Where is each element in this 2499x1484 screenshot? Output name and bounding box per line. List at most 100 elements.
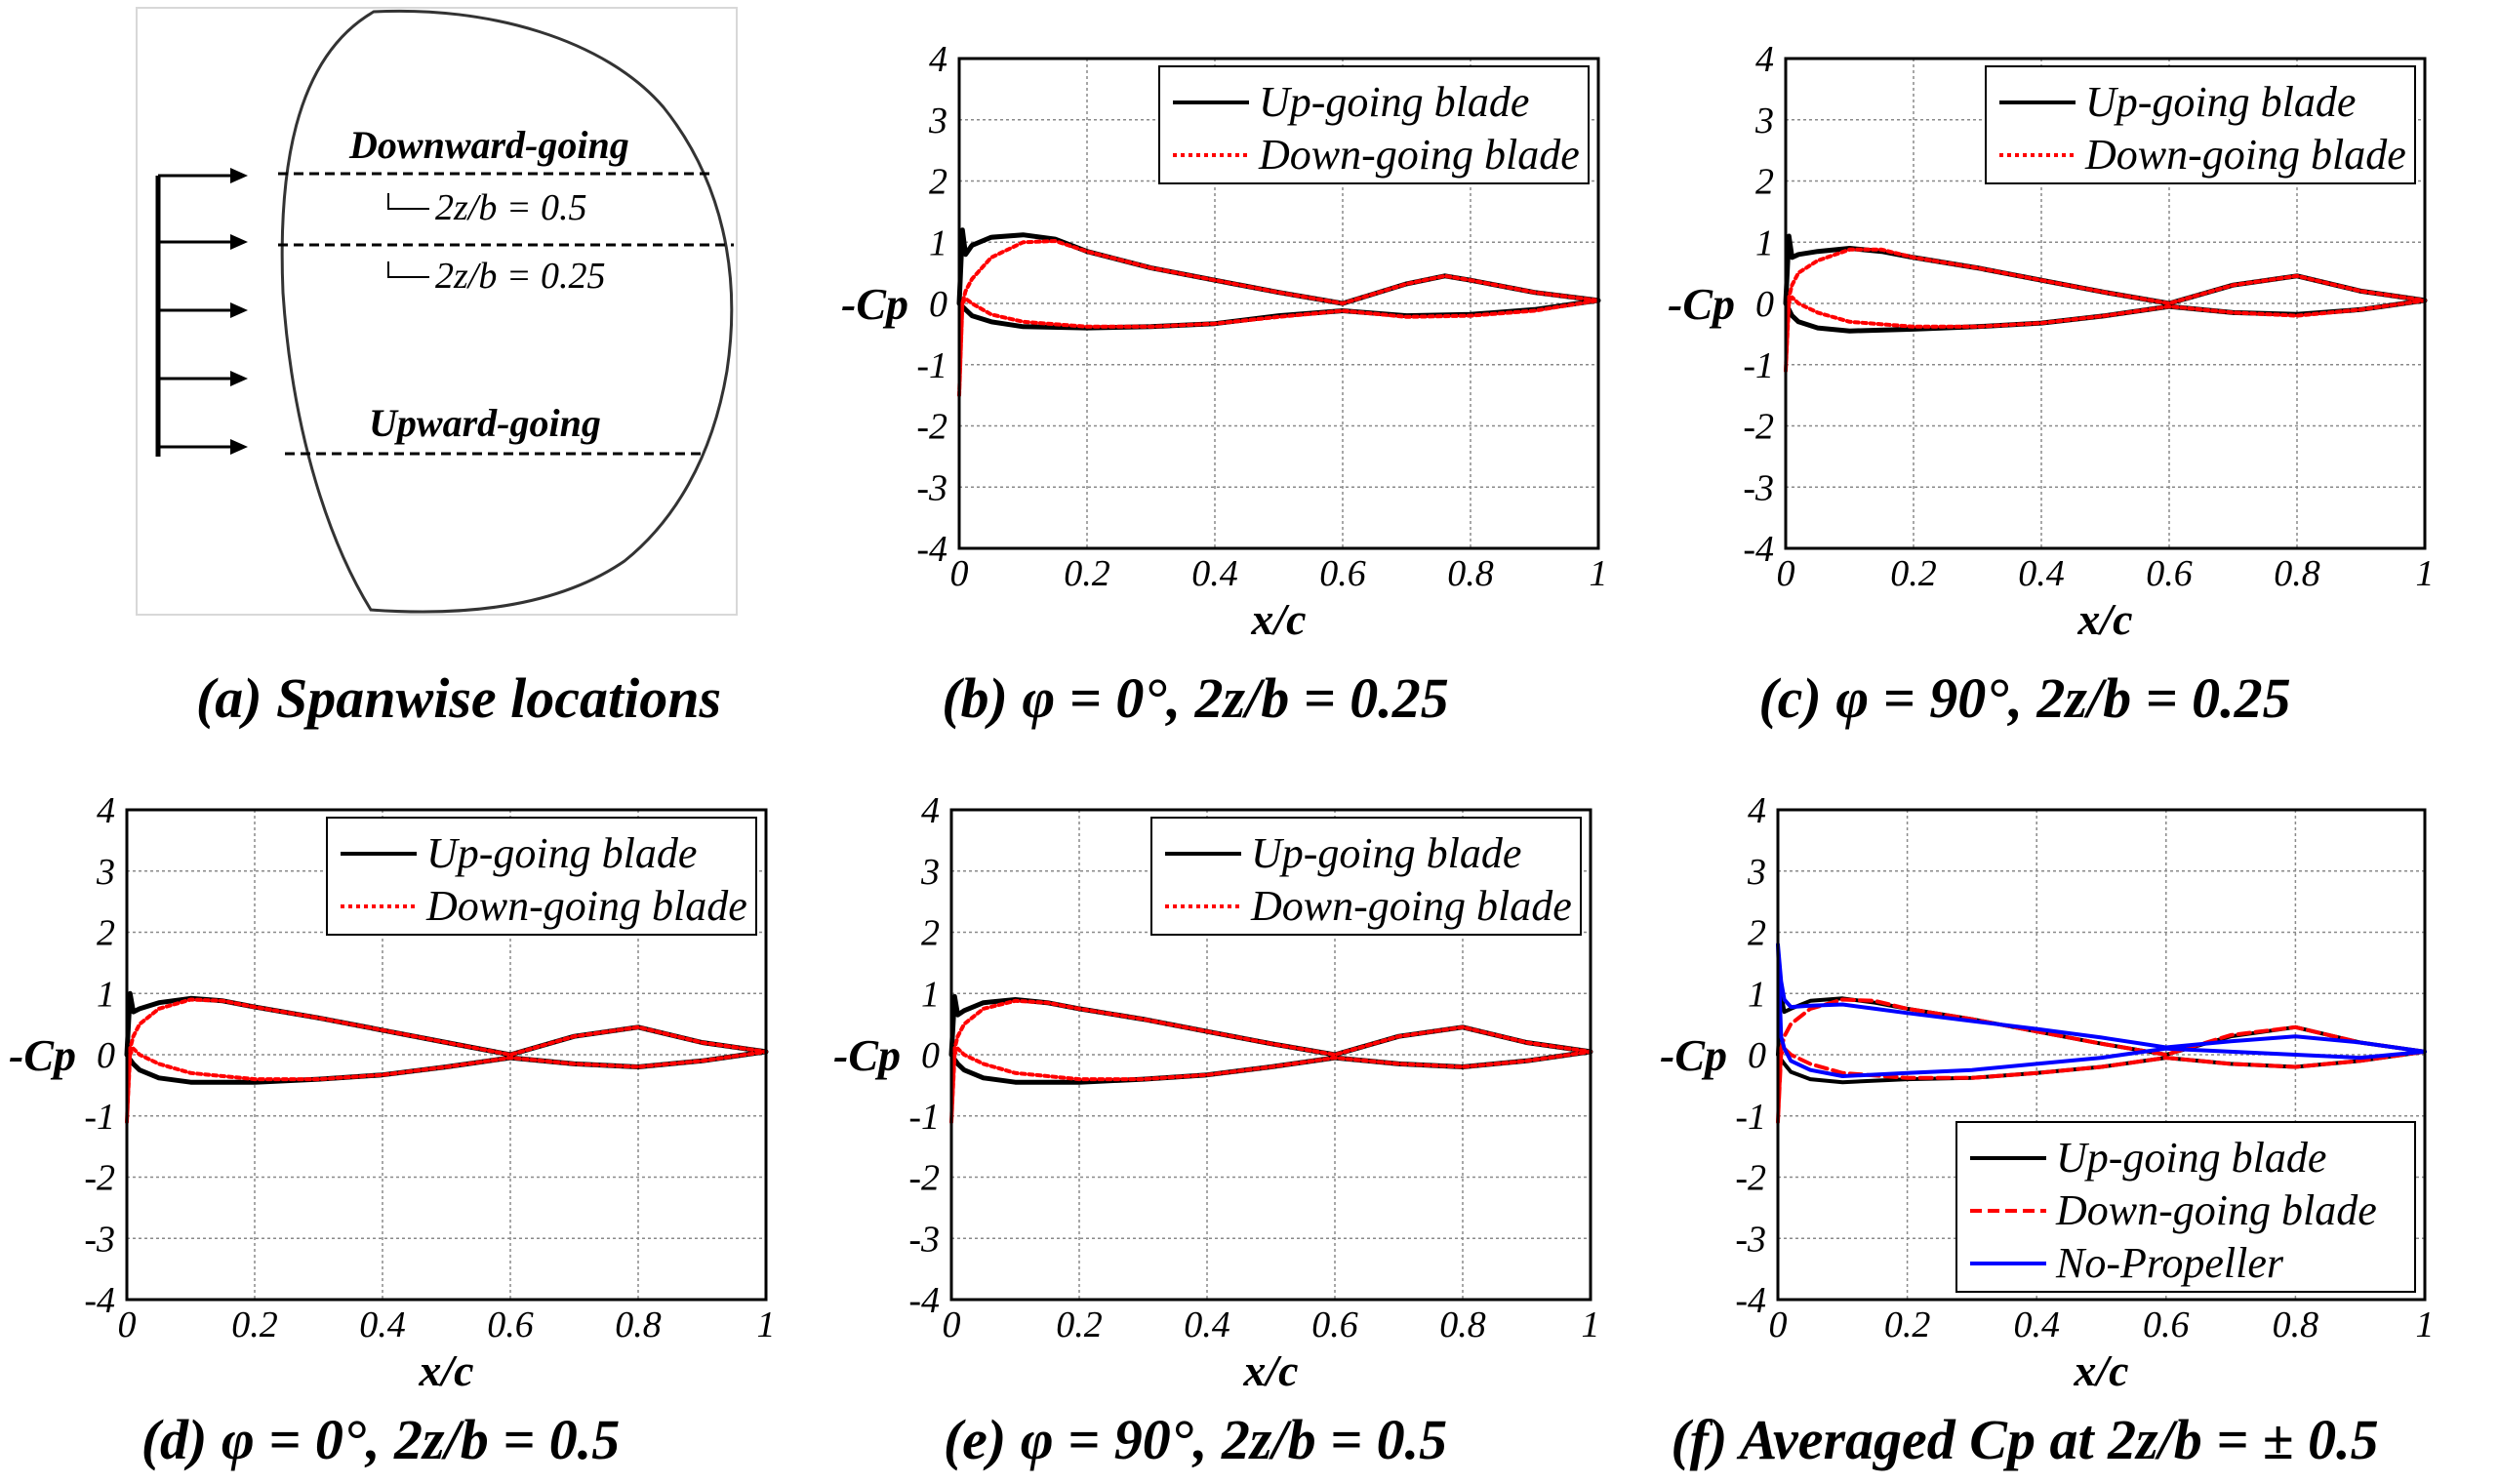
caption-a: (a) Spanwise locations xyxy=(196,666,721,730)
y-tick-label: 3 xyxy=(96,852,115,893)
x-axis-label: x/c xyxy=(2076,594,2132,644)
legend-label: Down-going blade xyxy=(1250,882,1572,930)
x-tick-label: 0.2 xyxy=(1884,1304,1931,1345)
caption-e: (e) φ = 90°, 2z/b = 0.5 xyxy=(944,1408,1447,1471)
x-tick-label: 0.2 xyxy=(1064,553,1110,594)
x-tick-label: 0.4 xyxy=(1191,553,1238,594)
y-tick-label: 0 xyxy=(929,284,947,325)
x-tick-label: 0.4 xyxy=(2018,553,2065,594)
y-tick-label: -4 xyxy=(1735,1280,1766,1321)
chart-d: 0 0.2 0.4 0.6 0.8 1 4 3 2 1 0 -1 -2 -3 -4 x/c -Cp Up-goin… xyxy=(9,790,776,1395)
y-axis-label: -Cp xyxy=(833,1030,901,1080)
y-tick-label: 2 xyxy=(1748,913,1766,954)
x-tick-label: 0.2 xyxy=(1056,1304,1103,1345)
x-tick-label: 0.6 xyxy=(1311,1304,1358,1345)
y-tick-label: 3 xyxy=(1754,100,1774,141)
inflow-arrows xyxy=(158,168,248,455)
label-2zb-0.25: 2z/b = 0.25 xyxy=(435,256,606,297)
legend-label: Up-going blade xyxy=(1251,829,1521,877)
x-tick-label: 0.2 xyxy=(1890,553,1937,594)
leader-1 xyxy=(387,193,429,210)
y-tick-label: -1 xyxy=(908,1097,940,1138)
y-tick-label: -3 xyxy=(1743,467,1774,508)
y-tick-label: 2 xyxy=(929,162,947,203)
legend-label: Down-going blade xyxy=(1258,131,1580,179)
y-tick-label: -4 xyxy=(1743,529,1774,570)
x-tick-label: 0.4 xyxy=(2013,1304,2060,1345)
wing-outline xyxy=(280,9,734,614)
y-tick-label: 4 xyxy=(1748,790,1766,831)
y-tick-label: 4 xyxy=(1755,39,1774,80)
y-tick-label: -4 xyxy=(908,1280,940,1321)
legend: Up-going blade Down-going blade xyxy=(1150,817,1582,936)
y-tick-label: 1 xyxy=(929,222,947,263)
y-tick-label: -1 xyxy=(1735,1097,1766,1138)
x-tick-label: 1 xyxy=(1582,1304,1600,1345)
y-tick-label: 4 xyxy=(921,790,940,831)
y-tick-label: -1 xyxy=(916,345,947,386)
plot-frame xyxy=(949,808,1592,1302)
x-tick-label: 1 xyxy=(1590,553,1608,594)
legend-label: Up-going blade xyxy=(1259,78,1529,126)
x-axis-label: x/c xyxy=(2073,1345,2128,1395)
y-tick-label: -4 xyxy=(84,1280,115,1321)
y-tick-label: 0 xyxy=(1755,284,1774,325)
series-down-going-blade xyxy=(949,998,1592,1124)
y-tick-label: -3 xyxy=(1735,1219,1766,1260)
plot-frame xyxy=(125,808,768,1302)
caption-c: (c) φ = 90°, 2z/b = 0.25 xyxy=(1758,666,2290,730)
y-tick-label: -3 xyxy=(908,1219,940,1260)
y-tick-label: 2 xyxy=(1755,162,1774,203)
caption-d: (d) φ = 0°, 2z/b = 0.5 xyxy=(141,1408,621,1471)
series-down-going-blade xyxy=(957,239,1600,398)
y-tick-label: 1 xyxy=(921,974,940,1015)
x-tick-label: 0.6 xyxy=(1319,553,1366,594)
x-tick-label: 0 xyxy=(1777,553,1795,594)
label-upward-going: Upward-going xyxy=(369,401,601,445)
y-tick-label: -2 xyxy=(84,1158,115,1199)
x-tick-label: 0.6 xyxy=(487,1304,534,1345)
x-tick-label: 0.4 xyxy=(359,1304,406,1345)
legend-box xyxy=(1158,65,1590,184)
x-tick-label: 0 xyxy=(1769,1304,1788,1345)
y-tick-label: 3 xyxy=(920,852,940,893)
panel-a: Downward-going 2z/b = 0.5 2z/b = 0.25 Up… xyxy=(136,7,738,730)
y-tick-label: 3 xyxy=(928,100,947,141)
y-axis-label: -Cp xyxy=(1660,1030,1727,1080)
y-tick-label: 2 xyxy=(921,913,940,954)
y-tick-label: -4 xyxy=(916,529,947,570)
x-tick-label: 0.4 xyxy=(1184,1304,1230,1345)
y-tick-label: 0 xyxy=(1748,1035,1766,1076)
y-tick-label: 1 xyxy=(1748,974,1766,1015)
legend: Up-going blade Down-going blade xyxy=(1158,65,1590,184)
x-tick-label: 0.8 xyxy=(615,1304,662,1345)
y-tick-label: -3 xyxy=(916,467,947,508)
x-axis-label: x/c xyxy=(418,1345,473,1395)
y-tick-label: 0 xyxy=(921,1035,940,1076)
y-tick-label: -2 xyxy=(1735,1158,1766,1199)
x-tick-label: 1 xyxy=(757,1304,776,1345)
legend-box xyxy=(326,817,757,936)
legend: Up-going blade Down-going blade xyxy=(326,817,757,936)
y-tick-label: 4 xyxy=(97,790,115,831)
legend-box xyxy=(1985,65,2416,184)
panel-b: 0 0.2 0.4 0.6 0.8 1 4 3 2 1 0 -1 -2 -3 -4 x/c -Cp Up-goin… xyxy=(841,39,1608,730)
y-axis-label: -Cp xyxy=(9,1030,76,1080)
legend: Up-going blade Down-going blade xyxy=(1985,65,2416,184)
x-tick-label: 1 xyxy=(2416,553,2435,594)
plot-frame xyxy=(957,57,1600,550)
y-tick-label: 2 xyxy=(97,913,115,954)
caption-f: (f) Averaged Cp at 2z/b = ± 0.5 xyxy=(1671,1408,2378,1471)
x-tick-label: 0 xyxy=(118,1304,137,1345)
y-tick-label: -3 xyxy=(84,1219,115,1260)
caption-b: (b) φ = 0°, 2z/b = 0.25 xyxy=(942,666,1449,730)
y-tick-label: 0 xyxy=(97,1035,115,1076)
leader-2 xyxy=(387,261,429,278)
chart-b: 0 0.2 0.4 0.6 0.8 1 4 3 2 1 0 -1 -2 -3 -4 x/c -Cp Up-goin… xyxy=(841,39,1608,644)
y-tick-label: -2 xyxy=(916,407,947,448)
legend-label: Up-going blade xyxy=(2085,78,2356,126)
label-2zb-0.5: 2z/b = 0.5 xyxy=(435,187,587,228)
chart-c: 0 0.2 0.4 0.6 0.8 1 4 3 2 1 0 -1 -2 -3 -4 x/c -Cp Up-goin… xyxy=(1668,39,2435,644)
